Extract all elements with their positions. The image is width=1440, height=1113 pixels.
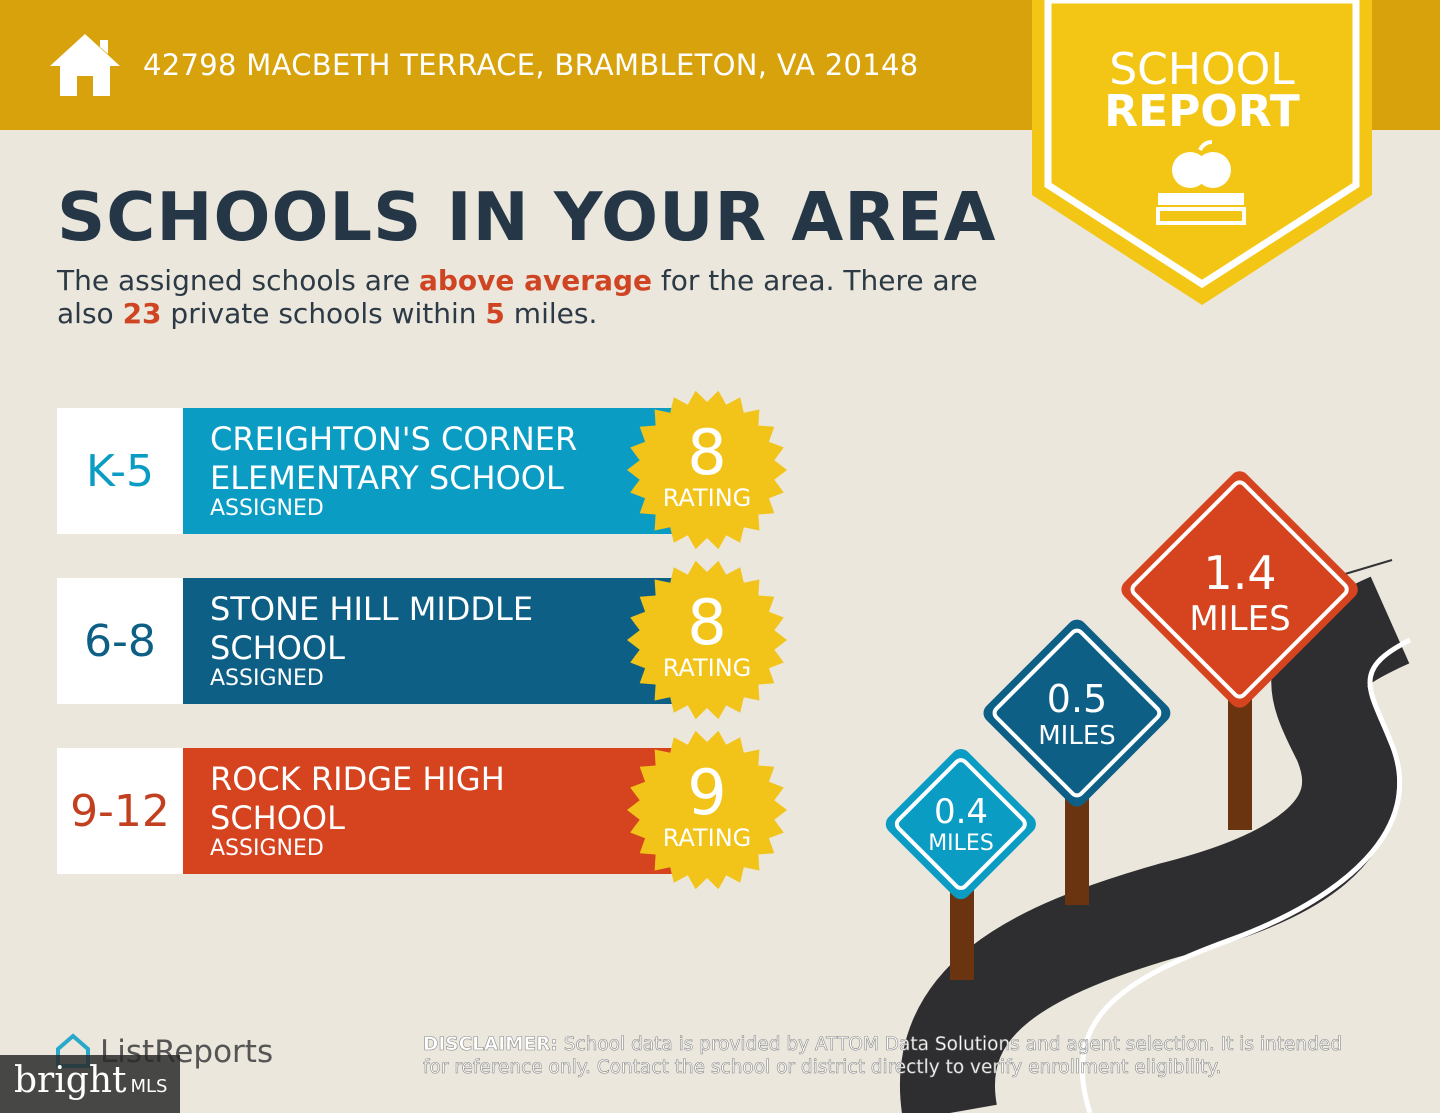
rating-star: [627, 390, 787, 550]
distance-unit: MILES: [1038, 720, 1116, 751]
distance-value: 1.4: [1203, 546, 1277, 601]
distance-value: 0.5: [1046, 676, 1108, 721]
intro-highlight: 5: [485, 297, 505, 330]
rating-star: [627, 730, 787, 890]
road-illustration: [900, 559, 1412, 1113]
badge-top: SCHOOL: [1109, 44, 1295, 95]
school-bar: [183, 408, 683, 534]
distance-value: 0.4: [933, 791, 989, 832]
watermark: bright MLS: [14, 1060, 167, 1101]
intro-highlight: above average: [418, 264, 652, 297]
school-name: SCHOOL: [210, 629, 345, 667]
distance-unit: MILES: [1189, 599, 1291, 640]
rating: 8: [687, 586, 727, 659]
rating-label: RATING: [662, 484, 752, 512]
rating: 9: [687, 756, 727, 829]
school-bar: [183, 748, 683, 874]
school-name: ROCK RIDGE HIGH: [210, 760, 505, 798]
disclaimer-text: School data is provided by ATTOM Data So…: [423, 1034, 1343, 1079]
disclaimer-label: DISCLAIMER:: [423, 1034, 558, 1056]
rating-label: RATING: [662, 824, 752, 852]
star-shape: [627, 560, 787, 720]
intro-text: The assigned schools are: [57, 264, 419, 297]
grade-box: K-5: [57, 408, 183, 534]
intro: The assigned schools are above average f…: [57, 264, 1017, 330]
school-report-badge: SCHOOL REPORT: [1032, 0, 1372, 305]
star-shape: [627, 390, 787, 550]
home-icon: [50, 34, 120, 96]
school-status: ASSIGNED: [210, 836, 324, 861]
badge-bottom: REPORT: [1104, 86, 1300, 137]
watermark-box: [0, 1055, 180, 1113]
school-name: CREIGHTON'S CORNER: [210, 420, 578, 458]
grade-box: 9-12: [57, 748, 183, 874]
school-bar: [183, 578, 683, 704]
title: SCHOOLS IN YOUR AREA: [57, 178, 997, 256]
intro-highlight: 23: [122, 297, 162, 330]
rating-label: RATING: [662, 654, 752, 682]
disclaimer: DISCLAIMER: School data is provided by A…: [423, 1033, 1373, 1079]
grade-box: 6-8: [57, 578, 183, 704]
grade: 9-12: [70, 785, 170, 837]
watermark-brand: bright: [14, 1060, 127, 1101]
school-status: ASSIGNED: [210, 496, 324, 521]
grade: K-5: [85, 445, 155, 497]
school-name: ELEMENTARY SCHOOL: [210, 459, 564, 497]
watermark-suffix: MLS: [130, 1076, 168, 1097]
school-status: ASSIGNED: [210, 666, 324, 691]
grade: 6-8: [84, 615, 156, 667]
address: 42798 MACBETH TERRACE, BRAMBLETON, VA 20…: [143, 48, 919, 82]
rating-star: [627, 560, 787, 720]
school-name: STONE HILL MIDDLE: [210, 590, 534, 628]
school-name: SCHOOL: [210, 799, 345, 837]
intro-text: private schools within: [161, 297, 486, 330]
star-shape: [627, 730, 787, 890]
intro-text: miles.: [504, 297, 598, 330]
rating: 8: [687, 416, 727, 489]
distance-unit: MILES: [928, 830, 994, 856]
intro-text: for the area. There are also: [57, 264, 978, 330]
